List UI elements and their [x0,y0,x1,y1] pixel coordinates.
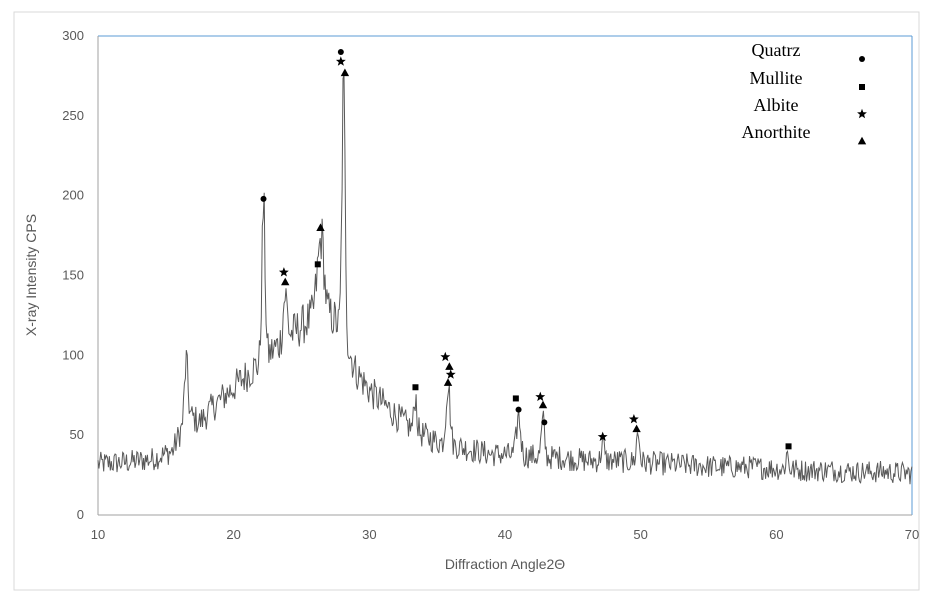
x-tick-label: 60 [769,527,783,542]
legend-symbol-albite [857,108,867,119]
y-tick-label: 250 [62,108,84,123]
quatrz-marker [337,48,344,55]
quatrz-marker [515,406,522,413]
x-axis-ticks: 10 20 30 40 50 60 70 [91,527,919,542]
y-tick-label: 150 [62,268,84,283]
anorthite-marker [632,424,641,433]
legend: Quatrz Mullite Albite Anorthite [742,40,867,145]
y-tick-label: 0 [77,507,84,522]
albite-marker [628,414,639,424]
mullite-marker [412,384,419,391]
anorthite-marker [316,223,325,231]
anorthite-marker [281,277,290,286]
x-tick-label: 50 [633,527,647,542]
x-axis-label: Diffraction Angle2Θ [445,556,565,572]
y-tick-label: 200 [62,188,84,203]
mullite-marker [785,443,792,450]
phase-markers [260,48,792,450]
mullite-marker [314,261,321,268]
x-tick-label: 20 [226,527,240,542]
x-tick-label: 70 [905,527,919,542]
quatrz-marker [541,419,548,426]
mullite-marker [512,395,519,402]
legend-label-mullite: Mullite [750,68,803,88]
x-tick-label: 40 [498,527,512,542]
y-tick-label: 100 [62,347,84,362]
y-axis-label: X-ray Intensity CPS [23,214,39,336]
anorthite-marker [443,378,453,386]
anorthite-marker [538,400,548,409]
diffraction-trace [97,74,913,485]
y-tick-label: 50 [70,427,84,442]
quatrz-marker [260,195,267,202]
legend-symbol-mullite [859,84,865,90]
legend-label-albite: Albite [754,95,799,115]
albite-marker [440,351,451,362]
y-tick-label: 300 [62,28,84,43]
x-tick-label: 10 [91,527,105,542]
albite-marker [335,56,346,66]
chart-area-border [13,11,920,591]
anorthite-marker [340,68,350,77]
y-axis-ticks: 0 50 100 150 200 250 300 [62,28,84,522]
albite-marker [597,431,608,441]
legend-label-quatrz: Quatrz [752,40,801,60]
anorthite-marker [445,362,454,370]
legend-symbol-quatrz [859,56,865,62]
x-tick-label: 30 [362,527,376,542]
albite-marker [445,369,456,379]
legend-label-anorthite: Anorthite [742,122,811,142]
albite-marker [278,267,289,277]
albite-marker [535,391,546,402]
legend-symbol-anorthite [857,136,867,145]
